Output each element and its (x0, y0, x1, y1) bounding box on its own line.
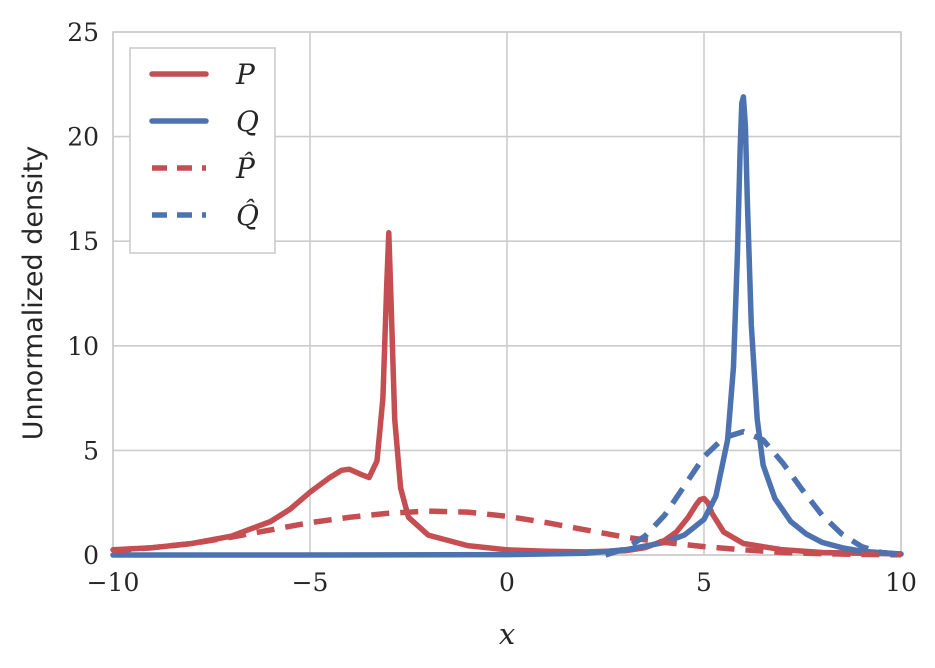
legend: PQ P̂ Q̂ (129, 47, 276, 254)
tick-labels: −10 −5 0 5 10 0 5 10 15 20 25 (67, 18, 917, 597)
x-tick-label: 5 (696, 568, 712, 597)
x-tick-label: −10 (87, 568, 140, 597)
legend-label-0: P (235, 58, 256, 91)
x-tick-label: −5 (292, 568, 329, 597)
y-tick-label: 15 (67, 227, 99, 256)
x-axis-label: x (499, 617, 515, 651)
y-tick-label: 25 (67, 18, 99, 47)
series-line-1 (110, 94, 904, 558)
x-tick-label: 0 (499, 568, 515, 597)
legend-label-2: P̂ (235, 152, 256, 185)
x-tick-label: 10 (885, 568, 917, 597)
series-layer (110, 94, 904, 558)
y-axis-label: Unnormalized density (18, 146, 49, 441)
y-tick-label: 5 (83, 436, 99, 465)
y-tick-label: 20 (67, 123, 99, 152)
legend-label-1: Q (236, 105, 259, 138)
legend-label-3: Q̂ (236, 199, 259, 232)
series-line-3 (604, 428, 902, 558)
legend-box (129, 47, 276, 254)
y-tick-label: 10 (67, 332, 99, 361)
series-line-2 (112, 508, 902, 558)
y-tick-label: 0 (83, 541, 99, 570)
